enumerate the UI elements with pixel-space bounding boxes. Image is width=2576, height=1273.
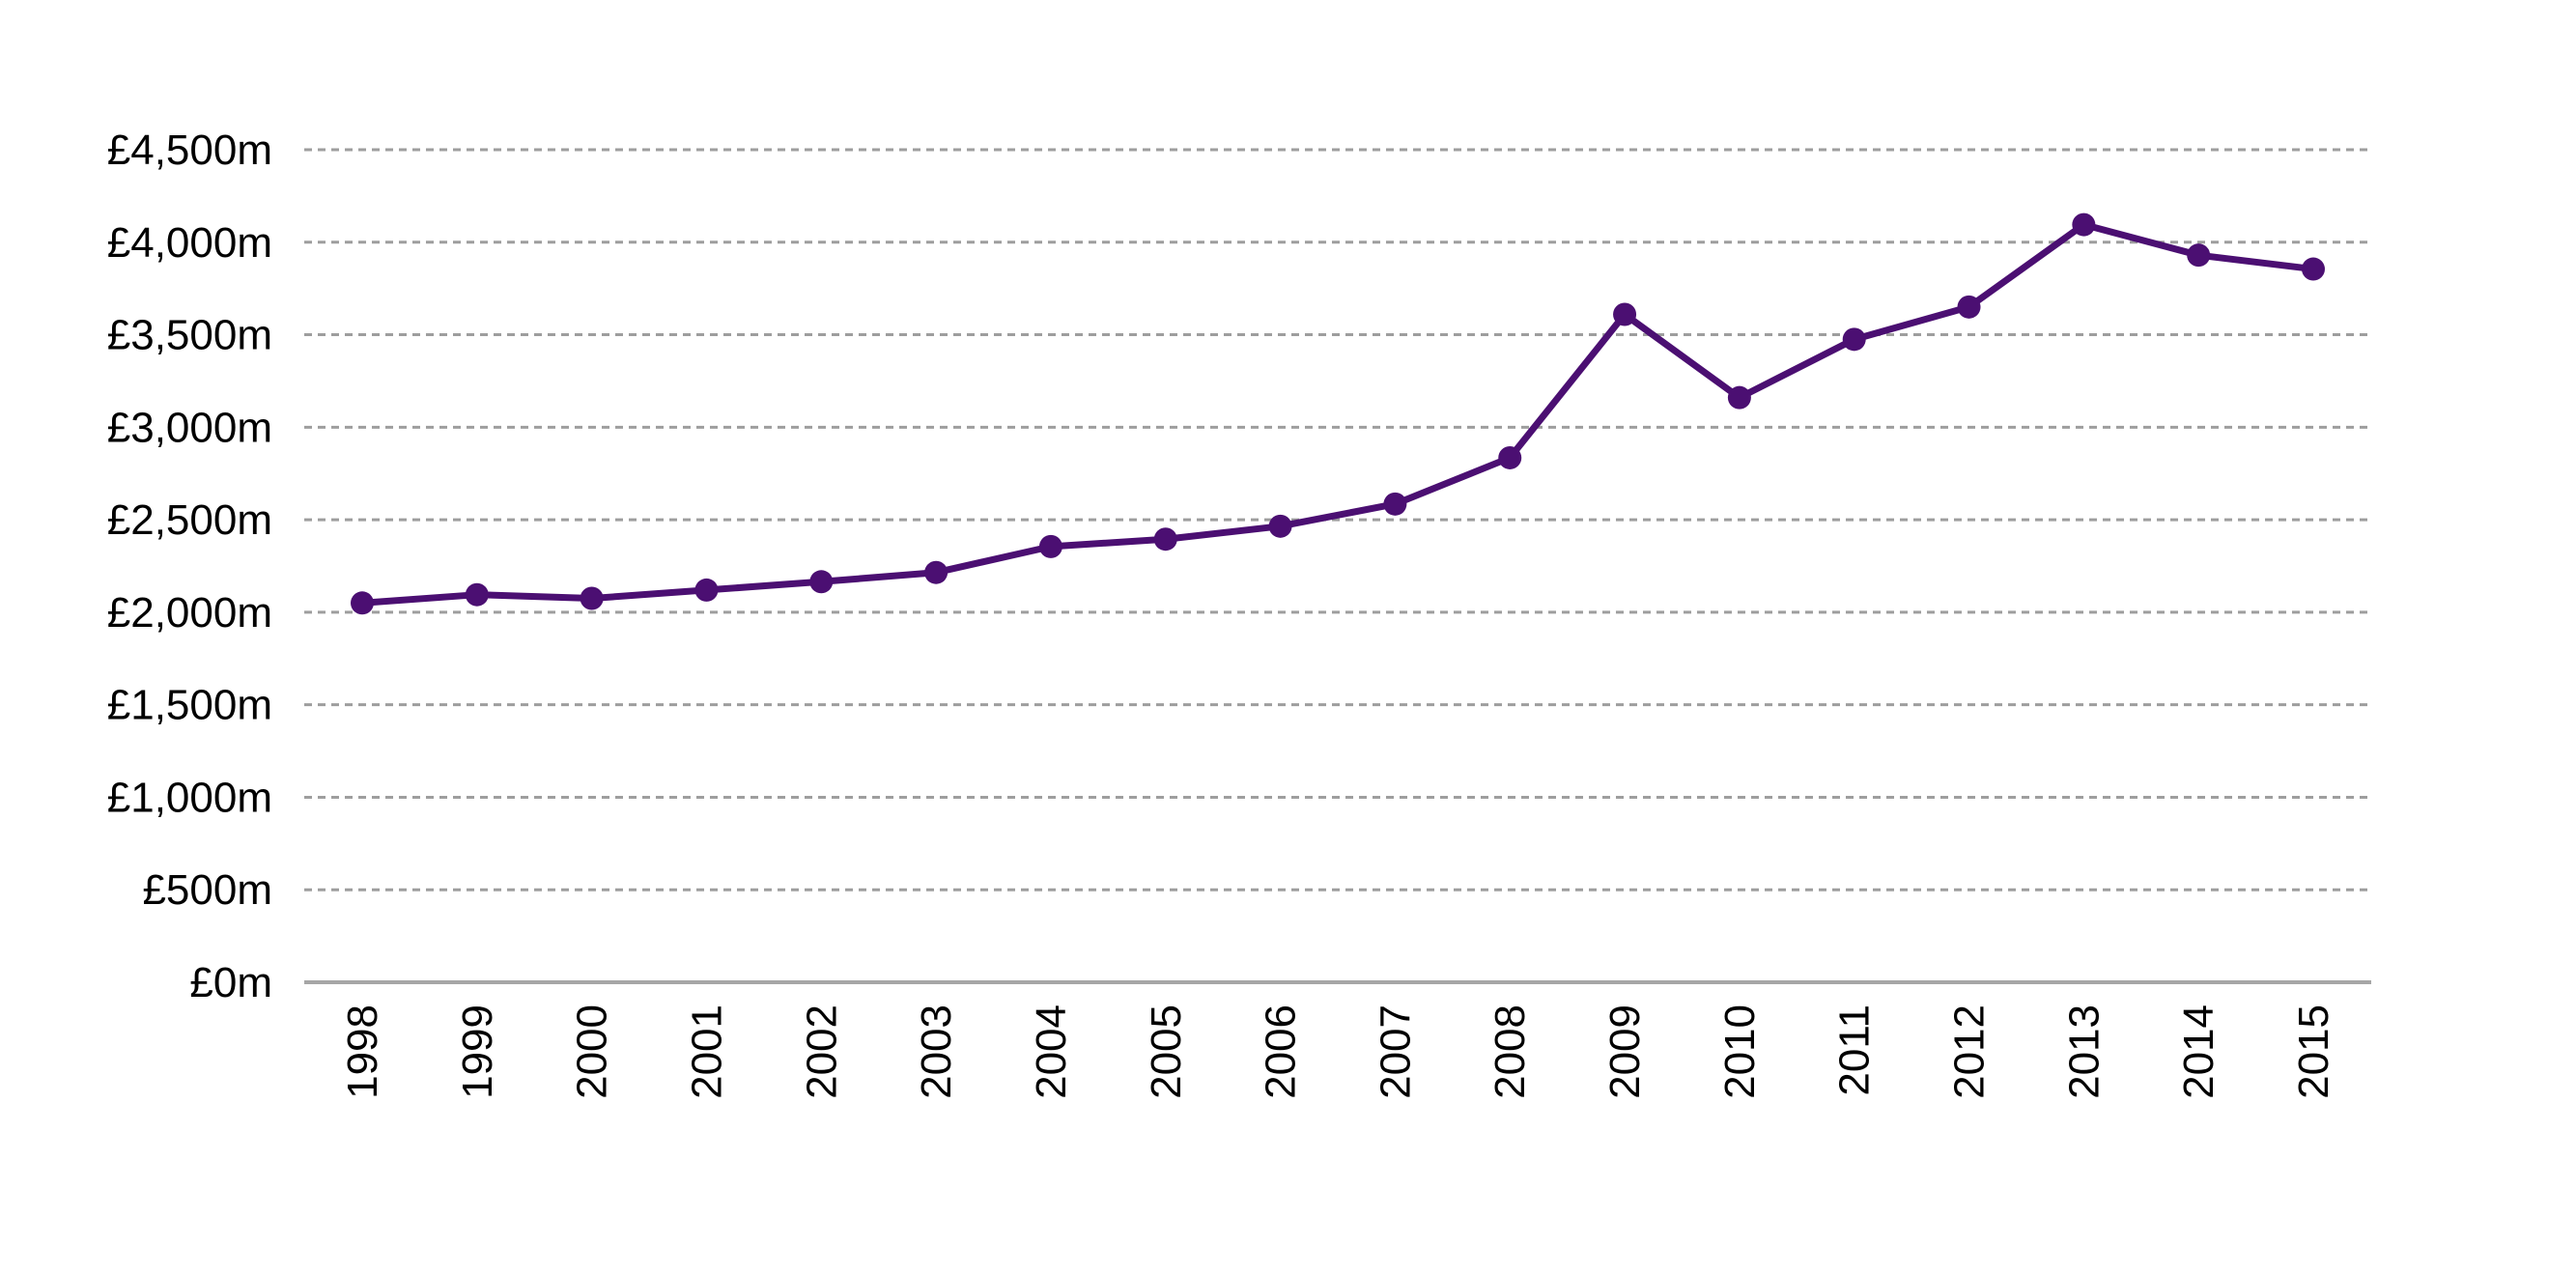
x-tick-label: 1998 <box>339 1004 386 1099</box>
y-tick-label: £2,000m <box>107 589 272 636</box>
x-tick-label: 2010 <box>1716 1004 1764 1099</box>
data-point <box>2302 257 2325 281</box>
gridlines <box>304 148 2371 891</box>
x-tick-label: 2006 <box>1258 1004 1305 1099</box>
x-tick-label: 2002 <box>798 1004 845 1099</box>
data-point <box>351 591 374 615</box>
x-tick-label: 2007 <box>1372 1004 1419 1099</box>
y-tick-label: £1,500m <box>107 682 272 729</box>
x-tick-label: 2015 <box>2290 1004 2337 1099</box>
x-tick-label: 2013 <box>2060 1004 2108 1099</box>
data-point <box>2187 243 2211 268</box>
data-point <box>1957 295 1981 319</box>
x-tick-label: 2014 <box>2175 1004 2222 1099</box>
series <box>351 212 2325 615</box>
data-point <box>580 586 604 610</box>
data-point <box>2072 212 2096 237</box>
data-point <box>465 582 489 607</box>
y-tick-label: £3,000m <box>107 404 272 451</box>
y-tick-label: £0m <box>189 959 272 1006</box>
x-tick-label: 2012 <box>1946 1004 1994 1099</box>
data-point <box>1268 514 1292 538</box>
data-point <box>809 570 834 594</box>
series-line <box>358 221 2317 607</box>
y-tick-label: £4,500m <box>107 127 272 174</box>
data-point <box>924 560 948 584</box>
data-point <box>1842 327 1866 352</box>
y-tick-label: £1,000m <box>107 774 272 821</box>
x-tick-label: 2008 <box>1486 1004 1534 1099</box>
y-tick-label: £2,500m <box>107 496 272 544</box>
x-tick-label: 2011 <box>1831 1004 1879 1096</box>
data-point <box>1383 492 1407 516</box>
y-tick-label: £4,000m <box>107 219 272 267</box>
data-point <box>1038 534 1062 558</box>
y-axis-tick-labels: £0m £500m £1,000m £1,500m £2,000m £2,500m £3,0… <box>107 127 272 1006</box>
data-point <box>1498 445 1522 469</box>
x-tick-label: 2001 <box>683 1004 730 1099</box>
x-tick-label: 2000 <box>569 1004 616 1099</box>
data-point <box>1613 302 1637 326</box>
x-tick-label: 2005 <box>1143 1004 1190 1099</box>
data-point <box>694 578 719 602</box>
y-tick-label: £3,500m <box>107 312 272 359</box>
x-tick-label: 1999 <box>454 1004 501 1099</box>
data-point <box>1153 527 1177 552</box>
x-tick-label: 2003 <box>913 1004 960 1099</box>
x-tick-label: 2009 <box>1601 1004 1649 1099</box>
y-tick-label: £500m <box>142 866 272 914</box>
x-axis-tick-labels: 1998 1999 2000 2001 2002 2003 2004 2005 2006 2007… <box>339 1004 2337 1099</box>
data-point <box>1727 385 1751 410</box>
x-tick-label: 2004 <box>1028 1004 1075 1099</box>
